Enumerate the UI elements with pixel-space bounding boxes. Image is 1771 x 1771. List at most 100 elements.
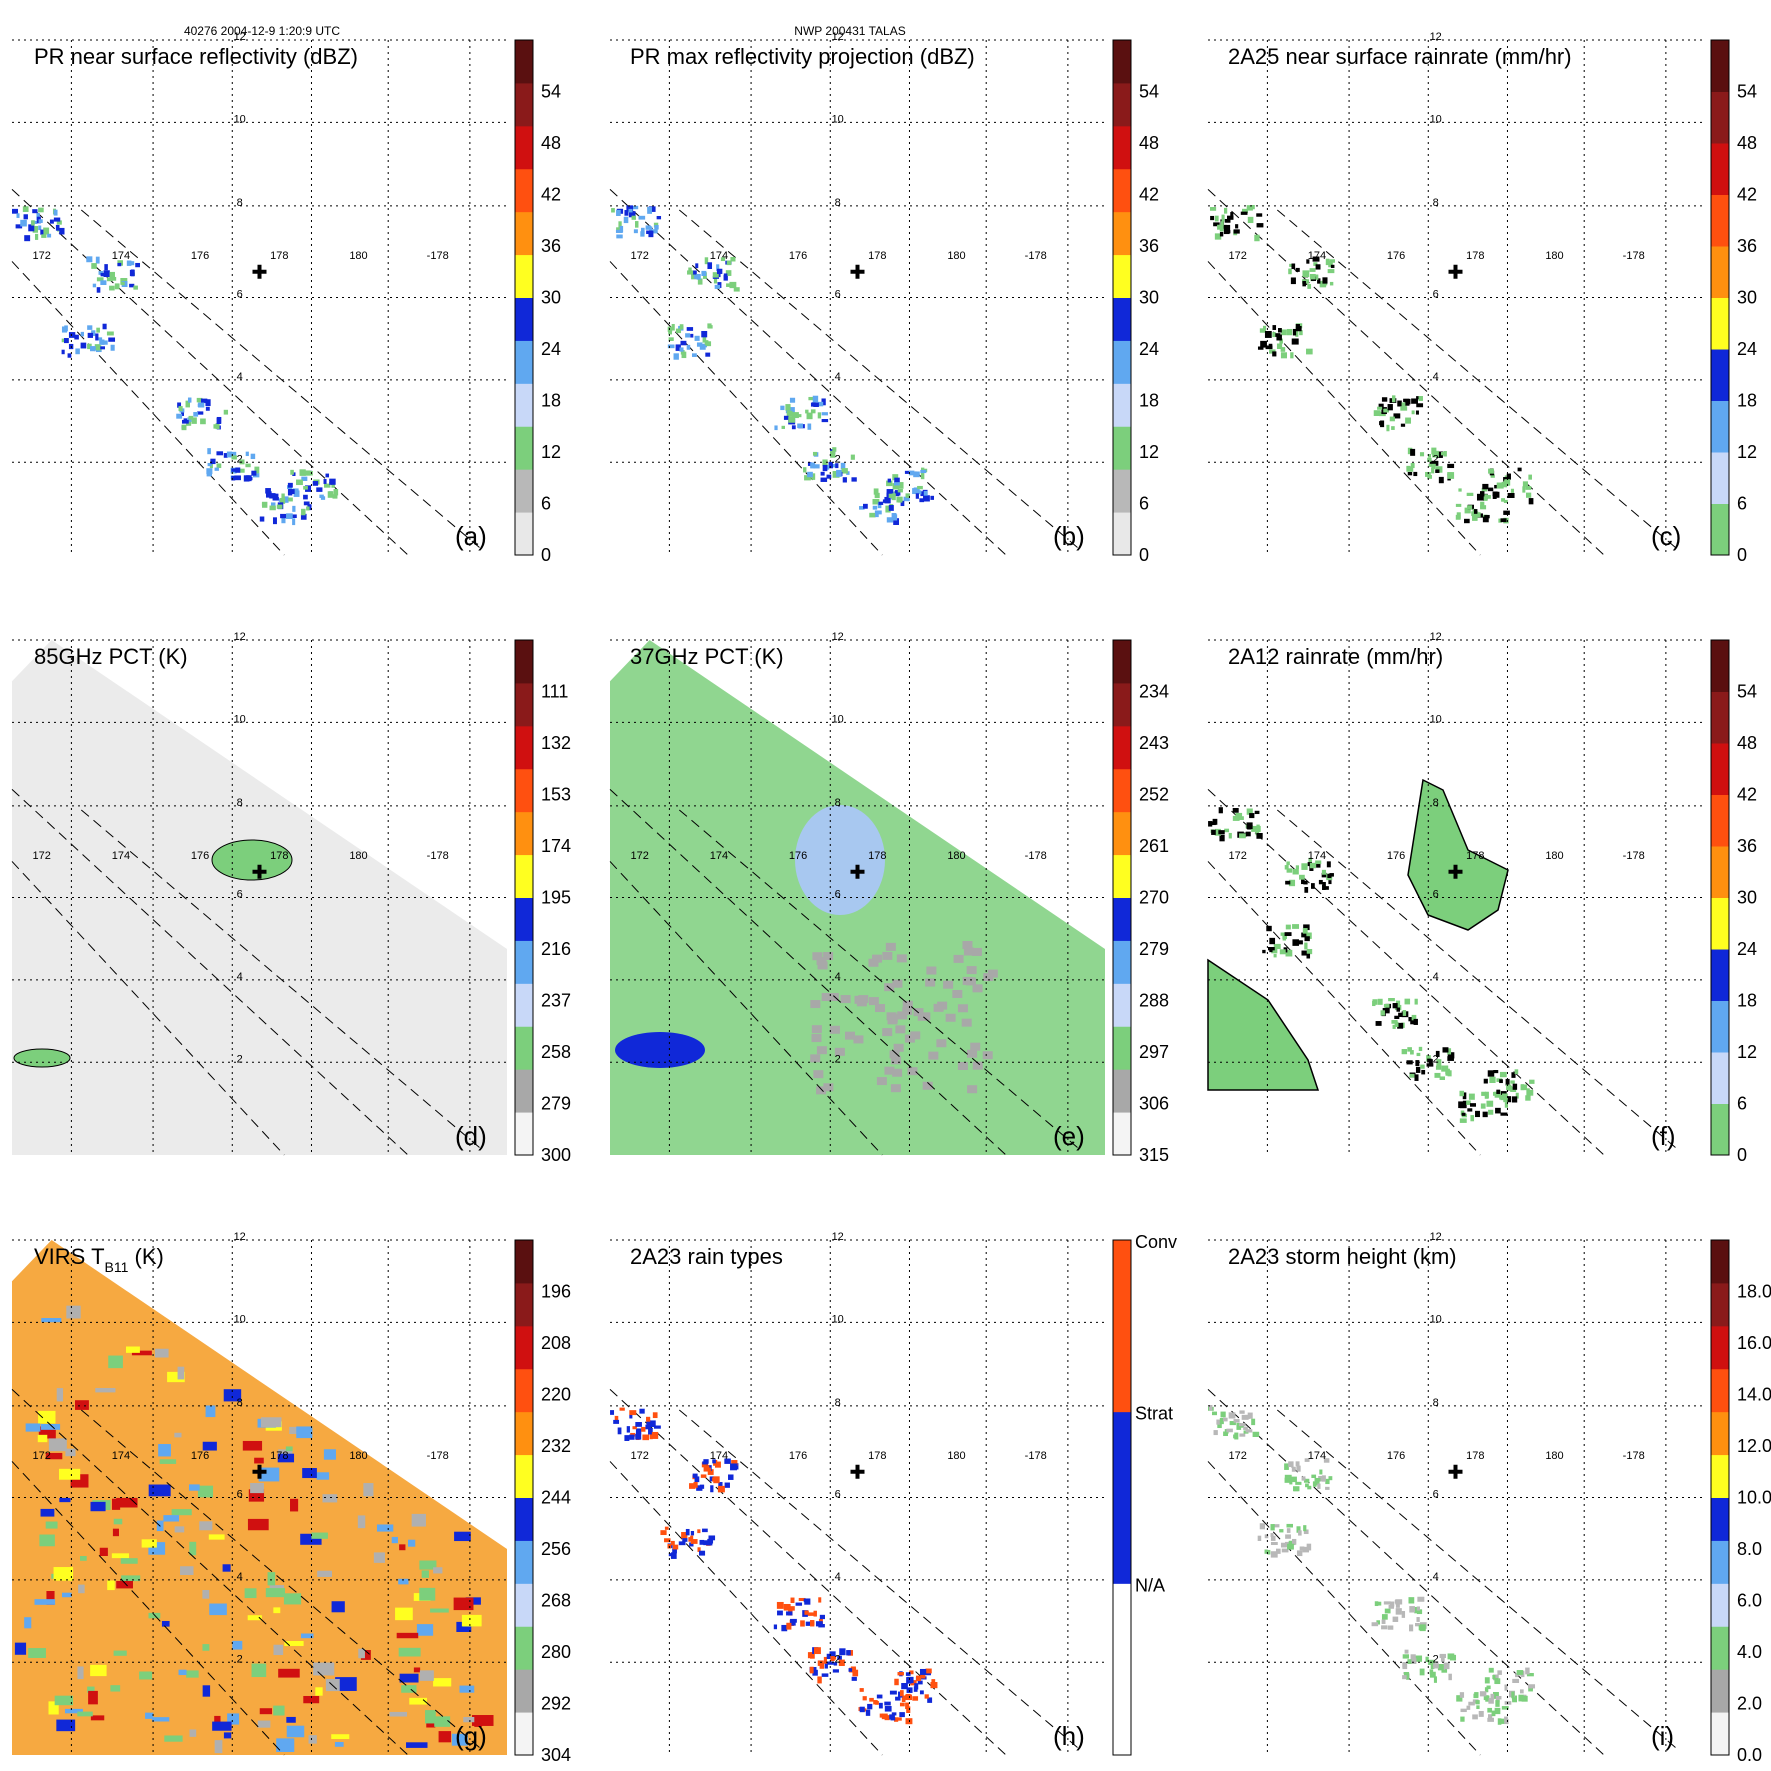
rain-pixel <box>888 493 894 498</box>
pct37-warm-patch <box>966 966 977 975</box>
colorbar-segment <box>1113 426 1131 470</box>
colorbar-tick-label: 0 <box>1737 1145 1747 1165</box>
rain-pixel <box>897 1672 904 1676</box>
rain-pixel <box>1466 492 1474 496</box>
rain-pixel <box>38 219 43 223</box>
rain-pixel <box>1484 1094 1489 1099</box>
longitude-label: 180 <box>1545 1450 1563 1462</box>
rain-pixel <box>830 1656 835 1662</box>
rain-pixel <box>1327 269 1335 274</box>
rain-pixel <box>1306 932 1312 939</box>
rain-pixel <box>1226 1428 1233 1433</box>
swath-edge-line <box>609 261 883 556</box>
rain-pixel <box>1526 1672 1534 1677</box>
rain-pixel <box>251 470 257 476</box>
colorbar-tick-label: 220 <box>541 1385 571 1405</box>
rain-pixel <box>1307 862 1312 867</box>
rain-pixel <box>1386 424 1390 432</box>
rain-pixel <box>821 1673 829 1677</box>
pct37-warm-patch <box>890 1084 901 1093</box>
rain-pixel <box>713 1476 720 1484</box>
pct37-warm-patch <box>971 947 982 956</box>
rain-pixel <box>813 1610 817 1617</box>
rain-pixel <box>626 1426 630 1433</box>
rain-pixel <box>807 471 813 478</box>
virs-patch <box>53 1567 74 1581</box>
rain-pixel <box>897 488 903 493</box>
virs-patch <box>121 1575 141 1582</box>
rain-pixel <box>812 451 818 456</box>
colorbar-segment <box>1113 854 1131 898</box>
rain-pixel <box>1377 406 1383 410</box>
virs-patch <box>90 1501 106 1512</box>
colorbar-tick-label: 14.0 <box>1737 1385 1771 1405</box>
rain-pixel <box>1407 471 1413 476</box>
rain-pixel <box>821 418 829 423</box>
rain-pixel <box>1265 345 1273 350</box>
rain-pixel <box>1407 447 1413 455</box>
rain-pixel <box>1401 402 1407 407</box>
rain-pixel <box>830 450 836 458</box>
pct37-warm-patch <box>817 961 828 970</box>
pct37-warm-patch <box>902 1000 913 1009</box>
rain-pixel <box>708 1535 716 1541</box>
colorbar-frame <box>514 1239 534 1756</box>
rain-pixel <box>64 338 69 344</box>
latitude-label: 2 <box>1433 1053 1439 1065</box>
latitude-label: 12 <box>234 31 246 43</box>
rain-pixel <box>851 477 857 482</box>
virs-patch <box>399 1544 406 1551</box>
colorbar-segment <box>1711 91 1729 144</box>
rain-pixel <box>1295 330 1299 337</box>
rain-pixel <box>1519 1689 1524 1694</box>
rain-pixel <box>1301 863 1308 870</box>
longitude-label: -178 <box>1025 250 1047 262</box>
rain-pixel <box>916 1675 921 1682</box>
pct37-warm-patch <box>868 958 879 967</box>
virs-patch <box>46 1591 55 1605</box>
rain-pixel <box>329 478 336 485</box>
virs-patch <box>14 1642 27 1655</box>
rain-pixel <box>786 1622 792 1630</box>
colorbar-segment <box>1711 846 1729 898</box>
latitude-label: 4 <box>835 1571 841 1583</box>
panel-letter: (a) <box>455 521 487 551</box>
rain-pixel <box>777 1610 783 1616</box>
rain-pixel <box>705 341 712 347</box>
rain-pixel <box>693 1481 698 1488</box>
rain-pixel <box>1496 1089 1501 1094</box>
rain-pixel <box>807 1612 815 1616</box>
rain-pixel <box>1392 1003 1398 1009</box>
rain-pixel <box>1290 1476 1297 1483</box>
rain-pixel <box>1401 1611 1406 1618</box>
colorbar-segment <box>515 1454 533 1498</box>
pct37-cold-band <box>615 1032 705 1068</box>
rain-pixel <box>1321 1475 1326 1482</box>
rain-pixel <box>818 401 824 407</box>
colorbar-tick-label: 30 <box>1139 288 1159 308</box>
latitude-label: 12 <box>234 631 246 643</box>
rain-pixel <box>1483 494 1488 501</box>
rain-pixel <box>1302 281 1306 287</box>
rain-pixel <box>904 470 911 474</box>
longitude-label: 180 <box>1545 850 1563 862</box>
rain-pixel <box>680 340 687 346</box>
panel-letter: (d) <box>455 1121 487 1151</box>
rain-pixel <box>699 1539 705 1545</box>
latitude-label: 6 <box>1433 1489 1439 1501</box>
virs-patch <box>40 1508 55 1517</box>
rain-pixel <box>1293 1487 1299 1492</box>
virs-patch <box>222 1564 231 1572</box>
rain-pixel <box>1428 463 1433 467</box>
rain-pixel <box>32 209 38 214</box>
rain-pixel <box>837 1655 842 1660</box>
rain-pixel <box>133 285 138 290</box>
longitude-label: -178 <box>1025 850 1047 862</box>
rain-pixel <box>1504 1718 1509 1725</box>
virs-patch <box>189 1484 200 1491</box>
rain-pixel <box>874 492 880 499</box>
latitude-label: 12 <box>234 1231 246 1243</box>
rain-pixel <box>1311 883 1315 889</box>
